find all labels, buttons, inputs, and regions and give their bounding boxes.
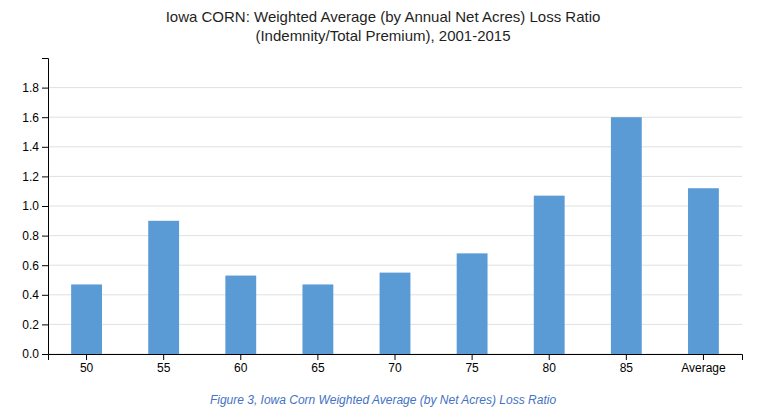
x-tick-mark xyxy=(626,354,627,360)
title-group: Iowa CORN: Weighted Average (by Annual N… xyxy=(166,8,601,44)
y-tick: 1.6 xyxy=(22,111,48,125)
y-axis: 0.0 0.2 0.4 0.6 0.8 1.0 1.2 1.4 1.6 1.8 xyxy=(22,59,48,362)
y-tick: 0.8 xyxy=(22,229,48,243)
y-tick-label: 0.6 xyxy=(22,259,39,273)
x-tick-mark xyxy=(317,354,318,360)
bar xyxy=(457,253,488,354)
bar xyxy=(148,221,179,354)
y-tick: 1.4 xyxy=(22,140,48,154)
x-tick: 55 xyxy=(157,354,171,375)
y-tick-mark xyxy=(42,236,48,237)
y-tick-label: 0.2 xyxy=(22,318,39,332)
bar xyxy=(380,273,411,354)
y-tick-mark xyxy=(42,117,48,118)
x-tick-label: 70 xyxy=(388,361,402,375)
x-tick: 60 xyxy=(234,354,248,375)
y-tick-label: 1.6 xyxy=(22,111,39,125)
x-tick-label: 75 xyxy=(465,361,479,375)
x-tick: 50 xyxy=(80,354,94,375)
x-tick-label: Average xyxy=(681,361,726,375)
plot-area: 50 55 60 65 70 75 80 85 Average 0.0 0.2 0.4 0.6 0.8 1.… xyxy=(22,59,742,375)
bar xyxy=(611,117,642,354)
grid-line xyxy=(48,87,742,88)
x-tick-mark xyxy=(549,354,550,360)
y-tick: 0.6 xyxy=(22,259,48,273)
y-tick: 1.2 xyxy=(22,170,48,184)
x-tick-label: 50 xyxy=(80,361,94,375)
grid xyxy=(48,88,742,354)
bar xyxy=(302,284,333,354)
y-tick-mark xyxy=(42,324,48,325)
y-tick-mark xyxy=(42,176,48,177)
x-axis-line xyxy=(49,355,743,361)
bar xyxy=(534,196,565,354)
y-tick-label: 0.4 xyxy=(22,288,39,302)
bar xyxy=(225,276,256,354)
y-tick: 1.8 xyxy=(22,81,48,95)
x-tick-mark xyxy=(395,354,396,360)
y-tick-label: 1.0 xyxy=(22,199,39,213)
y-tick-label: 0.8 xyxy=(22,229,39,243)
y-tick: 0.4 xyxy=(22,288,48,302)
y-tick-label: 0.0 xyxy=(22,347,39,361)
caption: Figure 3, Iowa Corn Weighted Average (by… xyxy=(210,393,556,407)
y-tick-label: 1.4 xyxy=(22,140,39,154)
y-tick-label: 1.8 xyxy=(22,81,39,95)
x-tick-mark xyxy=(240,354,241,360)
y-tick-mark xyxy=(42,147,48,148)
x-tick-mark xyxy=(703,354,704,360)
x-tick-mark xyxy=(86,354,87,360)
bar xyxy=(688,188,719,354)
x-axis: 50 55 60 65 70 75 80 85 Average xyxy=(49,354,743,375)
y-tick-label: 1.2 xyxy=(22,170,39,184)
x-tick: Average xyxy=(681,354,726,375)
y-tick: 0.2 xyxy=(22,318,48,332)
x-tick-label: 65 xyxy=(311,361,325,375)
x-tick-label: 85 xyxy=(620,361,634,375)
title: Iowa CORN: Weighted Average (by Annual N… xyxy=(166,8,601,25)
bar xyxy=(71,284,102,354)
x-tick-label: 55 xyxy=(157,361,171,375)
y-tick-mark xyxy=(42,295,48,296)
y-tick: 1.0 xyxy=(22,199,48,213)
x-tick: 65 xyxy=(311,354,325,375)
x-tick: 70 xyxy=(388,354,402,375)
y-axis-line xyxy=(42,59,49,355)
x-tick-mark xyxy=(472,354,473,360)
y-tick-mark xyxy=(42,206,48,207)
bars xyxy=(71,117,719,354)
x-tick: 75 xyxy=(465,354,479,375)
y-tick-mark xyxy=(42,265,48,266)
y-tick-mark xyxy=(42,88,48,89)
x-tick-mark xyxy=(163,354,164,360)
subtitle: (Indemnity/Total Premium), 2001-2015 xyxy=(255,27,510,44)
y-tick: 0.0 xyxy=(22,347,48,361)
chart: 50 55 60 65 70 75 80 85 Average 0.0 0.2 0.4 0.6 0.8 1.… xyxy=(0,0,766,416)
x-tick: 80 xyxy=(543,354,557,375)
y-tick-mark xyxy=(42,354,48,355)
x-tick: 85 xyxy=(620,354,634,375)
x-tick-label: 60 xyxy=(234,361,248,375)
x-tick-label: 80 xyxy=(543,361,557,375)
